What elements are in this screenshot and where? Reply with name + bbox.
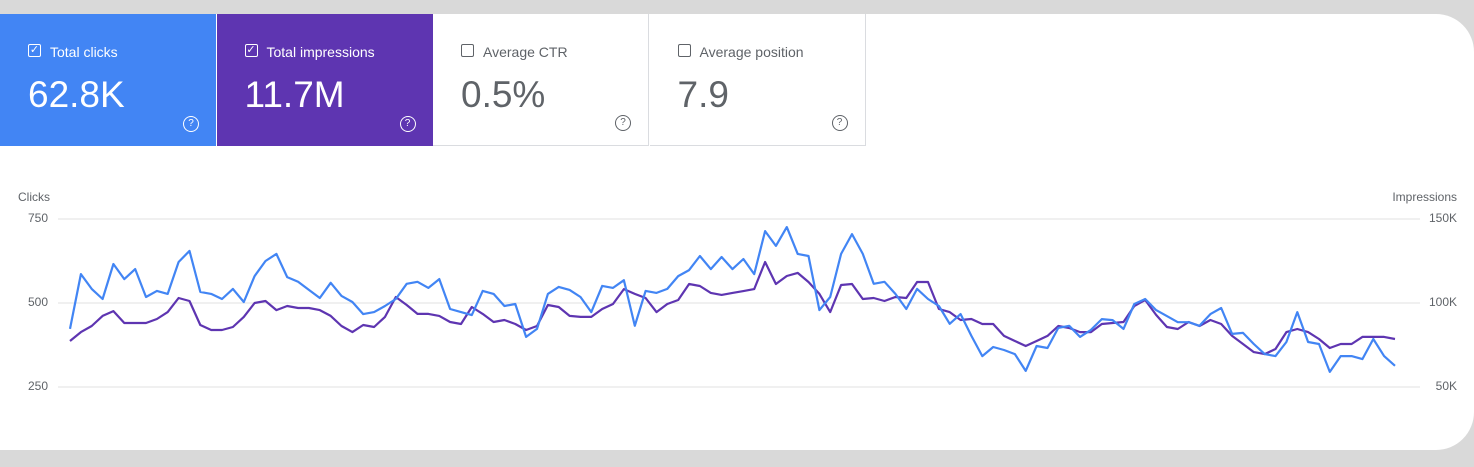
y-axis-title: Clicks (18, 190, 50, 204)
y2-tick-label: 50K (1436, 379, 1457, 393)
card-value: 11.7M (244, 74, 345, 115)
checkbox[interactable]: ✓ (244, 44, 258, 57)
card-label: Total impressions (266, 44, 375, 60)
help-icon[interactable]: ? (399, 116, 416, 132)
y-tick-label: 750 (28, 211, 48, 225)
y-tick-label: 250 (28, 379, 48, 393)
card-value: 62.8K (28, 74, 125, 115)
y2-axis-title: Impressions (1392, 190, 1457, 204)
checkbox[interactable] (461, 44, 474, 57)
chart: Clicks Impressions 750 500 250 150K 100K 50K (18, 190, 1457, 393)
card-label: Total clicks (50, 44, 118, 60)
card-label: Average CTR (483, 44, 568, 60)
y2-tick-label: 100K (1429, 295, 1457, 309)
y2-tick-label: 150K (1429, 211, 1457, 225)
help-icon[interactable]: ? (183, 116, 199, 132)
card-label: Average position (699, 44, 804, 60)
checkbox[interactable]: ✓ (28, 44, 41, 57)
series-line (68, 226, 1396, 373)
card-value: 7.9 (677, 74, 729, 115)
help-icon[interactable]: ? (831, 115, 848, 131)
metric-card[interactable]: ✓ Total clicks 62.8K? (0, 14, 216, 146)
y-tick-label: 500 (28, 295, 48, 309)
metric-card[interactable]: ✓ Total impressions 11.7M? (216, 14, 433, 146)
help-icon[interactable]: ? (615, 115, 631, 131)
checkbox[interactable] (677, 44, 691, 57)
metric-card[interactable]: Average CTR 0.5%? (433, 14, 649, 146)
performance-panel: ✓ Total clicks 62.8K? ✓ Total impressions 11.… (0, 14, 1474, 450)
series-line (69, 260, 1396, 356)
metric-card[interactable]: Average position 7.9? (649, 14, 866, 146)
card-value: 0.5% (461, 74, 546, 115)
